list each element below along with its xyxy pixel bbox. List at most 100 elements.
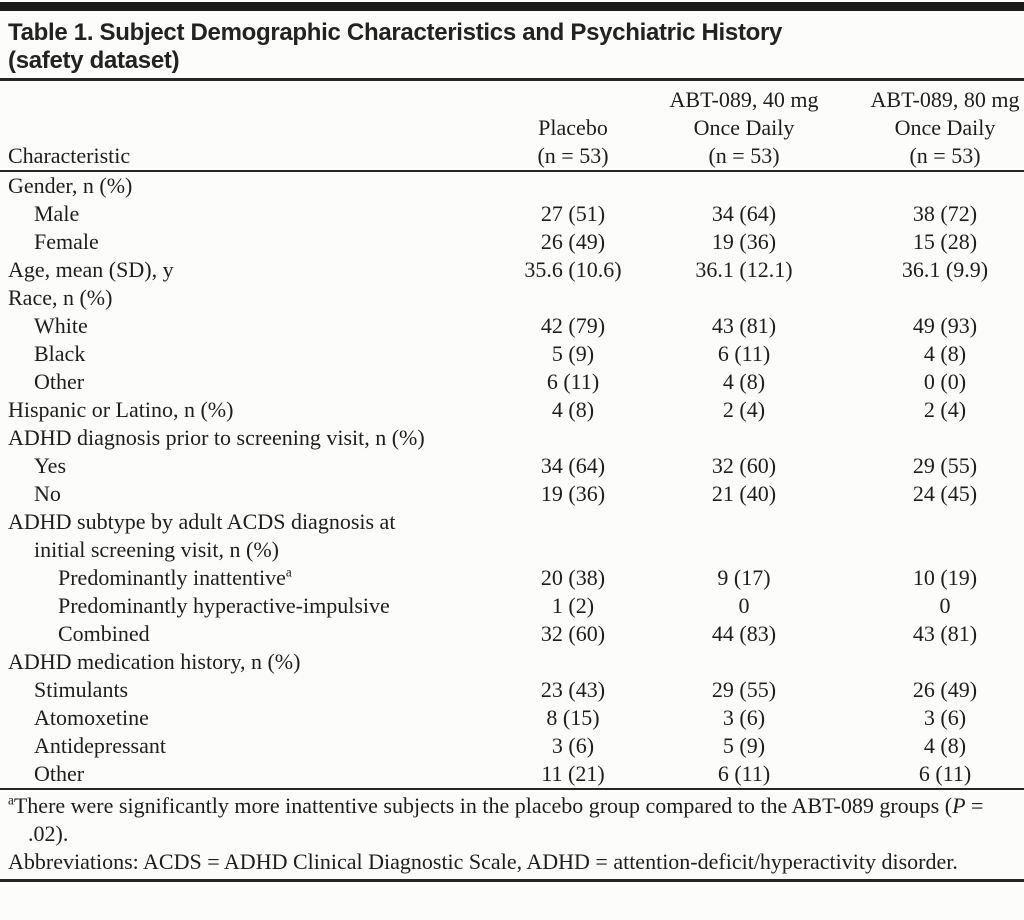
table-row: ADHD diagnosis prior to screening visit,…	[0, 424, 1024, 452]
row-value: 0	[738, 593, 750, 618]
row-label: Predominantly hyperactive-impulsive	[58, 593, 390, 618]
column-header-placebo: Placebo (n = 53)	[480, 86, 666, 170]
table-row: Antidepressant 3 (6) 5 (9) 4 (8)	[0, 732, 1024, 760]
row-label: Other	[34, 369, 85, 394]
row-value: 8 (15)	[546, 705, 600, 730]
table-row: Other 6 (11) 4 (8) 0 (0)	[0, 368, 1024, 396]
table-row: Yes 34 (64) 32 (60) 29 (55)	[0, 452, 1024, 480]
table-row: initial screening visit, n (%)	[0, 536, 1024, 564]
row-value	[822, 536, 1024, 564]
footnote: aThere were significantly more inattenti…	[0, 792, 1024, 848]
row-value: 0 (0)	[923, 369, 967, 394]
row-label: Yes	[34, 453, 67, 478]
row-label: Antidepressant	[34, 733, 166, 758]
row-value: 38 (72)	[912, 201, 978, 226]
row-value: 4 (8)	[923, 341, 967, 366]
row-value: 6 (11)	[717, 341, 771, 366]
row-value: 2 (4)	[923, 397, 967, 422]
footnote: Abbreviations: ACDS = ADHD Clinical Diag…	[0, 848, 1024, 876]
row-value: 34 (64)	[711, 201, 777, 226]
row-value: 26 (49)	[912, 677, 978, 702]
table-header: Characteristic Placebo (n = 53) ABT-089,…	[0, 81, 1024, 172]
table-title: Table 1. Subject Demographic Characteris…	[0, 11, 1024, 81]
table-row: Age, mean (SD), y 35.6 (10.6) 36.1 (12.1) 3…	[0, 256, 1024, 284]
row-value: 35.6 (10.6)	[524, 257, 622, 282]
row-value: 24 (45)	[912, 481, 978, 506]
table-row: Hispanic or Latino, n (%) 4 (8) 2 (4) 2 (4)	[0, 396, 1024, 424]
table-row: Atomoxetine 8 (15) 3 (6) 3 (6)	[0, 704, 1024, 732]
row-label: No	[34, 481, 61, 506]
row-label: Other	[34, 761, 85, 786]
row-value: 10 (19)	[912, 565, 978, 590]
table-row: ADHD medication history, n (%)	[0, 648, 1024, 676]
column-header-line: Once Daily	[894, 115, 996, 140]
column-header-line: (n = 53)	[909, 143, 981, 168]
row-value: 0	[939, 593, 951, 618]
row-value	[480, 536, 666, 564]
row-value: 21 (40)	[711, 481, 777, 506]
table-row: White 42 (79) 43 (81) 49 (93)	[0, 312, 1024, 340]
row-label: Combined	[58, 621, 150, 646]
row-value: 43 (81)	[912, 621, 978, 646]
row-value: 44 (83)	[711, 621, 777, 646]
footnotes: aThere were significantly more inattenti…	[0, 790, 1024, 876]
footnote-text-italic: P	[952, 793, 966, 818]
footnote-marker: a	[285, 564, 292, 580]
column-header-line: Once Daily	[693, 115, 795, 140]
row-label: Hispanic or Latino, n (%)	[8, 397, 234, 422]
row-label: Predominantly inattentivea	[58, 564, 292, 590]
table-title-line1: Table 1. Subject Demographic Characteris…	[8, 19, 783, 46]
table-title-line2: (safety dataset)	[8, 47, 180, 74]
row-value	[480, 284, 666, 312]
row-label: Black	[34, 341, 86, 366]
row-value: 5 (9)	[551, 341, 595, 366]
row-value	[480, 508, 666, 536]
row-label: initial screening visit, n (%)	[34, 537, 279, 562]
row-value: 32 (60)	[540, 621, 606, 646]
row-label: ADHD diagnosis prior to screening visit,…	[8, 425, 425, 450]
row-value: 32 (60)	[711, 453, 777, 478]
row-value	[822, 284, 1024, 312]
row-value	[480, 648, 666, 676]
row-label: Age, mean (SD), y	[8, 257, 174, 282]
row-value: 27 (51)	[540, 201, 606, 226]
table-row: ADHD subtype by adult ACDS diagnosis at	[0, 508, 1024, 536]
row-value: 15 (28)	[912, 229, 978, 254]
row-label: ADHD subtype by adult ACDS diagnosis at	[8, 509, 396, 534]
row-value: 4 (8)	[923, 733, 967, 758]
table-row: Other 11 (21) 6 (11) 6 (11)	[0, 760, 1024, 788]
row-value: 36.1 (9.9)	[901, 257, 989, 282]
row-value: 4 (8)	[722, 369, 766, 394]
row-label: Stimulants	[34, 677, 129, 702]
row-value: 11 (21)	[541, 761, 605, 786]
row-value	[666, 648, 822, 676]
row-value: 19 (36)	[540, 481, 606, 506]
row-value: 6 (11)	[546, 369, 600, 394]
table-row: Combined 32 (60) 44 (83) 43 (81)	[0, 620, 1024, 648]
row-label: Female	[34, 229, 99, 254]
table-row: Race, n (%)	[0, 284, 1024, 312]
row-value	[666, 508, 822, 536]
column-header-line: ABT-089, 80 mg	[870, 87, 1020, 112]
row-value: 36.1 (12.1)	[695, 257, 793, 282]
row-value: 42 (79)	[540, 313, 606, 338]
row-label: ADHD medication history, n (%)	[8, 649, 301, 674]
row-label: Gender, n (%)	[8, 173, 133, 198]
row-value: 5 (9)	[722, 733, 766, 758]
column-header-abt089-40mg: ABT-089, 40 mg Once Daily (n = 53)	[666, 86, 822, 170]
footnote-text: There were significantly more inattentiv…	[13, 793, 953, 818]
column-header-line: ABT-089, 40 mg	[669, 87, 819, 112]
row-value: 6 (11)	[918, 761, 972, 786]
characteristic-header: Characteristic	[0, 86, 480, 170]
table-row: No 19 (36) 21 (40) 24 (45)	[0, 480, 1024, 508]
row-value: 3 (6)	[923, 705, 967, 730]
row-value	[666, 424, 822, 452]
top-rule	[0, 2, 1024, 11]
row-value	[480, 424, 666, 452]
row-value: 23 (43)	[540, 677, 606, 702]
row-value: 1 (2)	[551, 593, 595, 618]
column-header-line: Placebo	[538, 115, 608, 140]
row-value	[666, 536, 822, 564]
table-row: Black 5 (9) 6 (11) 4 (8)	[0, 340, 1024, 368]
